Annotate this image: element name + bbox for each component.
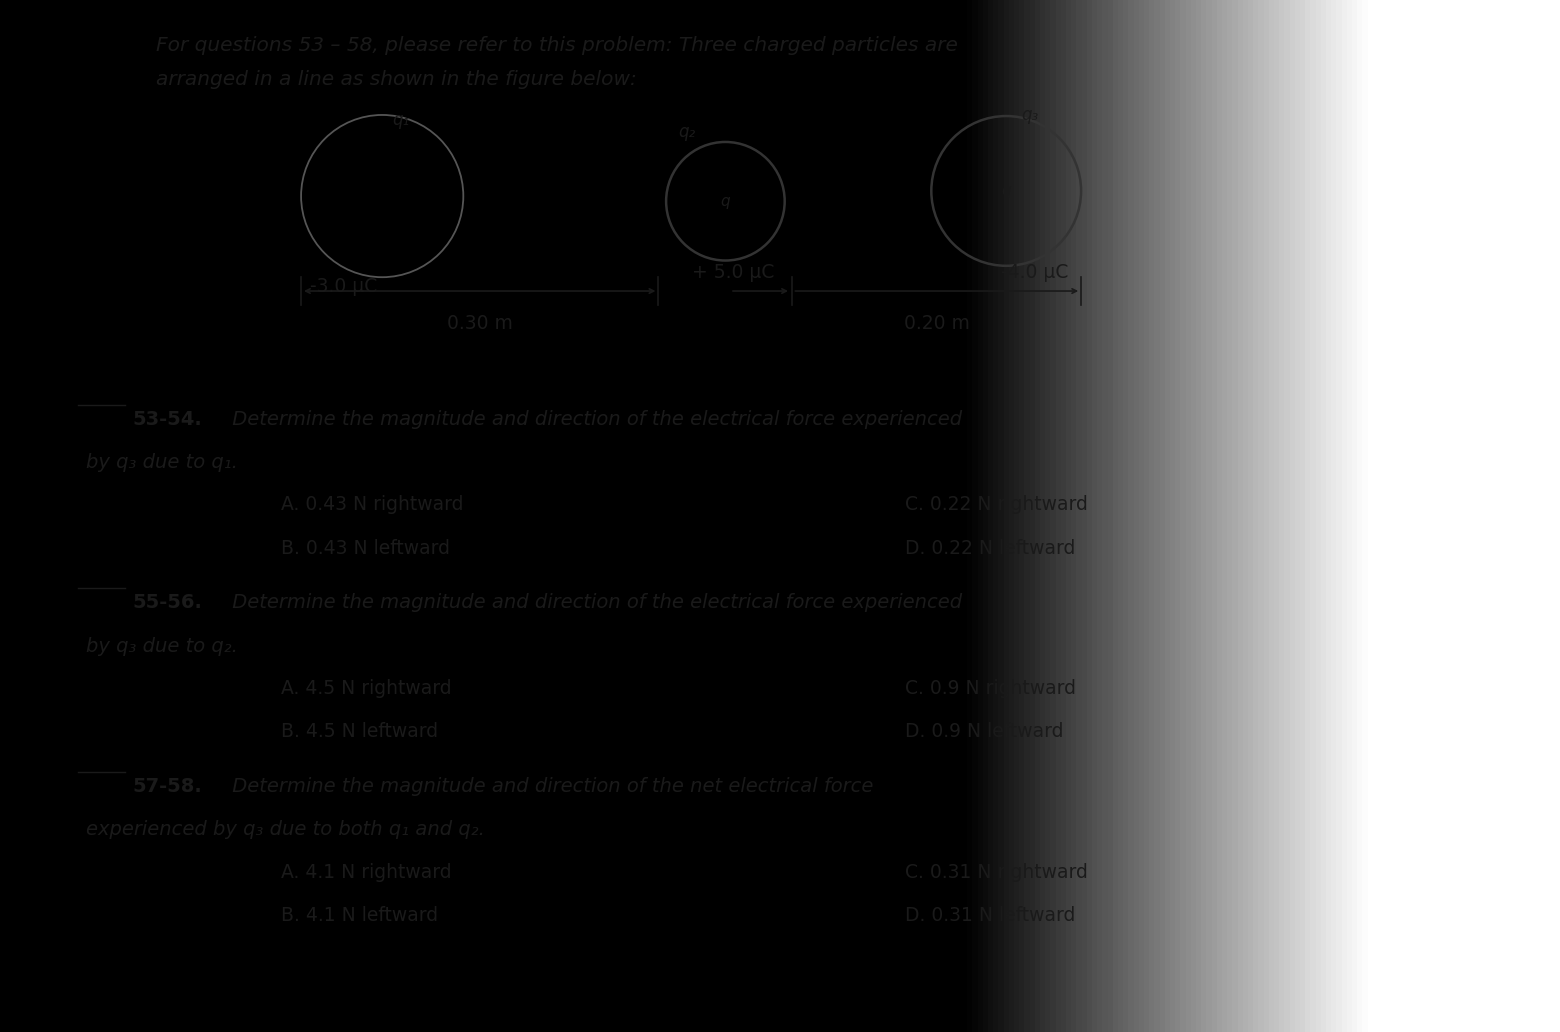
Text: 55-56.: 55-56. [133, 593, 203, 612]
Text: experienced by q₃ due to both q₁ and q₂.: experienced by q₃ due to both q₁ and q₂. [86, 820, 485, 839]
Text: C. 0.31 N rightward: C. 0.31 N rightward [905, 863, 1087, 881]
Text: by q₃ due to q₁.: by q₃ due to q₁. [86, 453, 237, 472]
Text: B. 4.1 N leftward: B. 4.1 N leftward [281, 906, 438, 925]
Text: 0.30 m: 0.30 m [446, 314, 513, 332]
Text: B. 0.43 N leftward: B. 0.43 N leftward [281, 539, 449, 557]
Text: A. 4.5 N rightward: A. 4.5 N rightward [281, 679, 451, 698]
Text: q₂: q₂ [679, 124, 694, 141]
Text: Determine the magnitude and direction of the net electrical force: Determine the magnitude and direction of… [226, 777, 874, 796]
Text: q: q [721, 194, 730, 208]
Text: A. 0.43 N rightward: A. 0.43 N rightward [281, 495, 463, 514]
Text: D. 0.22 N leftward: D. 0.22 N leftward [905, 539, 1075, 557]
Text: q₁: q₁ [393, 111, 409, 129]
Text: C. 0.22 N rightward: C. 0.22 N rightward [905, 495, 1087, 514]
Text: -4.0 μC: -4.0 μC [1000, 263, 1069, 282]
Text: C. 0.9 N rightward: C. 0.9 N rightward [905, 679, 1076, 698]
Text: 57-58.: 57-58. [133, 777, 203, 796]
Text: For questions 53 – 58, please refer to this problem: Three charged particles are: For questions 53 – 58, please refer to t… [156, 36, 958, 55]
Text: + 5.0 μC: + 5.0 μC [693, 263, 774, 282]
Text: D. 0.9 N leftward: D. 0.9 N leftward [905, 722, 1064, 741]
Text: q: q [1002, 184, 1011, 198]
Text: A. 4.1 N rightward: A. 4.1 N rightward [281, 863, 451, 881]
Text: 0.20 m: 0.20 m [903, 314, 970, 332]
Text: q₃: q₃ [1022, 106, 1037, 124]
Text: B. 4.5 N leftward: B. 4.5 N leftward [281, 722, 438, 741]
Text: -3.0 μC: -3.0 μC [309, 277, 378, 295]
Text: 53-54.: 53-54. [133, 410, 203, 428]
Text: D. 0.31 N leftward: D. 0.31 N leftward [905, 906, 1075, 925]
Text: by q₃ due to q₂.: by q₃ due to q₂. [86, 637, 237, 655]
Text: Determine the magnitude and direction of the electrical force experienced: Determine the magnitude and direction of… [226, 410, 963, 428]
Text: arranged in a line as shown in the figure below:: arranged in a line as shown in the figur… [156, 70, 636, 89]
Text: Determine the magnitude and direction of the electrical force experienced: Determine the magnitude and direction of… [226, 593, 963, 612]
